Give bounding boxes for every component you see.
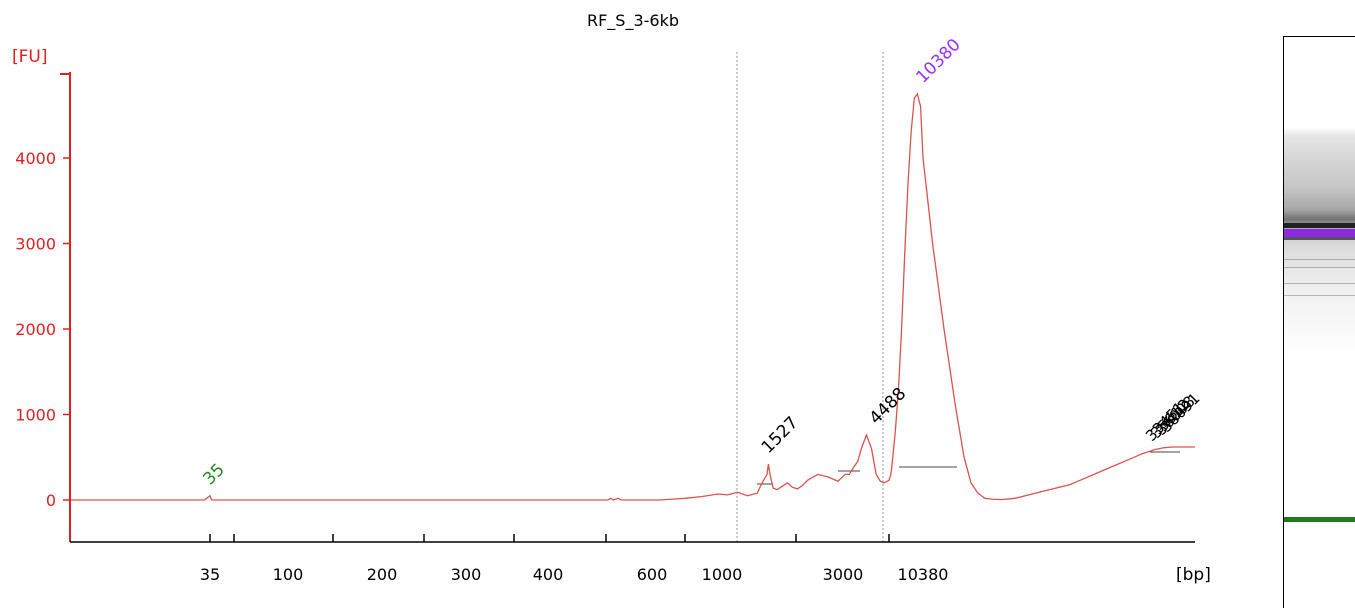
chart-title: RF_S_3-6kb: [587, 11, 679, 31]
gel-faint-band: [1284, 295, 1355, 296]
gel-image-panel: [1283, 36, 1355, 608]
gel-faint-band: [1284, 283, 1355, 284]
y-tick-label: 1000: [15, 406, 56, 425]
x-tick-label: 1000: [702, 565, 743, 584]
peak-label: 35: [199, 460, 228, 489]
y-tick-label: 2000: [15, 320, 56, 339]
series-layer: [70, 92, 1195, 501]
x-tick-label: 300: [451, 565, 482, 584]
x-axis: 35 100 200 300 400 600 1000 3000 10380: [70, 534, 1195, 584]
peak-label: 10380: [912, 35, 964, 87]
gel-smear: [1284, 127, 1355, 357]
gel-faint-band: [1284, 259, 1355, 260]
gel-band: [1284, 237, 1355, 240]
x-tick-label: 100: [273, 565, 304, 584]
x-tick-label: 10380: [898, 565, 949, 584]
y-axis-label: [FU]: [12, 47, 48, 67]
peak-label: 1527: [758, 413, 803, 458]
x-tick-label: 35: [200, 565, 220, 584]
x-tick-label: 400: [533, 565, 564, 584]
region-marker-lines: [736, 52, 884, 542]
x-axis-label: [bp]: [1176, 565, 1211, 585]
y-tick-label: 4000: [15, 149, 56, 168]
x-tick-label: 600: [637, 565, 668, 584]
y-tick-label: 3000: [15, 235, 56, 254]
x-tick-label: 3000: [823, 565, 864, 584]
y-axis: 0 1000 2000 3000 4000: [15, 72, 71, 542]
gel-faint-band: [1284, 267, 1355, 268]
peak-baselines: [757, 451, 1180, 485]
gel-band: [1284, 223, 1355, 228]
peak-label: 4488: [866, 384, 911, 429]
electropherogram-chart: RF_S_3-6kb [FU] [bp] 0 1000 2000 3000 4000 3…: [12, 11, 1211, 585]
gel-band-main-peak: [1284, 229, 1355, 237]
series-line: [70, 92, 1195, 501]
y-tick-label: 0: [46, 491, 56, 510]
gel-band-marker: [1284, 517, 1355, 522]
x-tick-label: 200: [367, 565, 398, 584]
